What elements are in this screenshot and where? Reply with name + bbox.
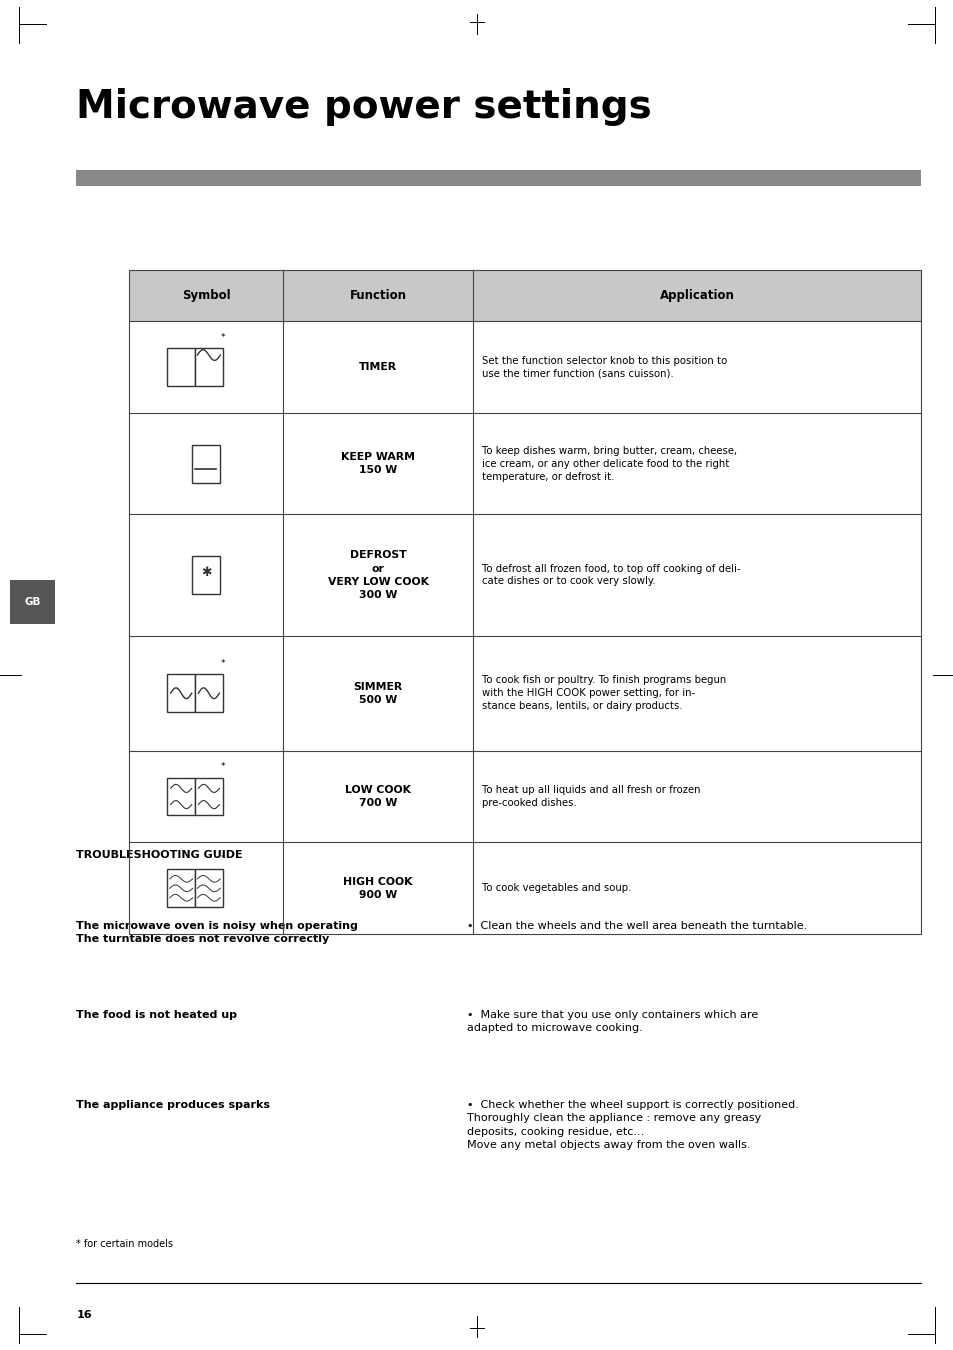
Bar <box>194 674 223 713</box>
Text: To cook fish or poultry. To finish programs begun
with the HIGH COOK power setti: To cook fish or poultry. To finish progr… <box>481 675 725 711</box>
Text: To defrost all frozen food, to top off cooking of deli-
cate dishes or to cook v: To defrost all frozen food, to top off c… <box>481 564 740 586</box>
Text: The microwave oven is noisy when operating
The turntable does not revolve correc: The microwave oven is noisy when operati… <box>76 921 357 944</box>
Bar <box>76 170 920 186</box>
Bar <box>167 869 195 907</box>
Text: *: * <box>221 332 225 342</box>
Text: To cook vegetables and soup.: To cook vegetables and soup. <box>481 883 631 894</box>
Text: DEFROST
or
VERY LOW COOK
300 W: DEFROST or VERY LOW COOK 300 W <box>328 551 428 599</box>
Text: To heat up all liquids and all fresh or frozen
pre-cooked dishes.: To heat up all liquids and all fresh or … <box>481 786 700 807</box>
Bar <box>10 580 55 624</box>
Text: Function: Function <box>350 289 406 302</box>
Bar <box>192 446 220 483</box>
Text: KEEP WARM
150 W: KEEP WARM 150 W <box>341 452 415 475</box>
Bar <box>167 674 195 713</box>
Text: Set the function selector knob to this position to
use the timer function (sans : Set the function selector knob to this p… <box>481 356 726 378</box>
Text: Symbol: Symbol <box>181 289 230 302</box>
Text: •  Check whether the wheel support is correctly positioned.
Thoroughly clean the: • Check whether the wheel support is cor… <box>467 1100 799 1150</box>
Text: *: * <box>221 659 225 667</box>
Text: Application: Application <box>659 289 734 302</box>
Text: Microwave power settings: Microwave power settings <box>76 88 652 126</box>
Text: *: * <box>221 853 225 863</box>
Text: The appliance produces sparks: The appliance produces sparks <box>76 1100 270 1110</box>
Bar <box>167 348 195 386</box>
Text: *: * <box>221 761 225 771</box>
Bar <box>129 270 920 934</box>
Bar <box>192 556 220 594</box>
Text: GB: GB <box>24 597 41 608</box>
Text: To keep dishes warm, bring butter, cream, cheese,
ice cream, or any other delica: To keep dishes warm, bring butter, cream… <box>481 446 736 482</box>
Text: HIGH COOK
900 W: HIGH COOK 900 W <box>343 876 413 900</box>
Bar <box>194 348 223 386</box>
Bar <box>194 869 223 907</box>
Bar <box>167 778 195 815</box>
Text: LOW COOK
700 W: LOW COOK 700 W <box>345 784 411 809</box>
Text: * for certain models: * for certain models <box>76 1239 173 1249</box>
Text: SIMMER
500 W: SIMMER 500 W <box>354 682 402 705</box>
Text: ✱: ✱ <box>200 566 211 579</box>
Text: •  Clean the wheels and the well area beneath the turntable.: • Clean the wheels and the well area ben… <box>467 921 807 930</box>
Bar <box>194 778 223 815</box>
Text: 16: 16 <box>76 1310 91 1319</box>
Text: The food is not heated up: The food is not heated up <box>76 1010 237 1019</box>
Text: TIMER: TIMER <box>358 362 396 373</box>
Bar <box>129 270 920 321</box>
Text: TROUBLESHOOTING GUIDE: TROUBLESHOOTING GUIDE <box>76 850 243 860</box>
Text: •  Make sure that you use only containers which are
adapted to microwave cooking: • Make sure that you use only containers… <box>467 1010 758 1033</box>
